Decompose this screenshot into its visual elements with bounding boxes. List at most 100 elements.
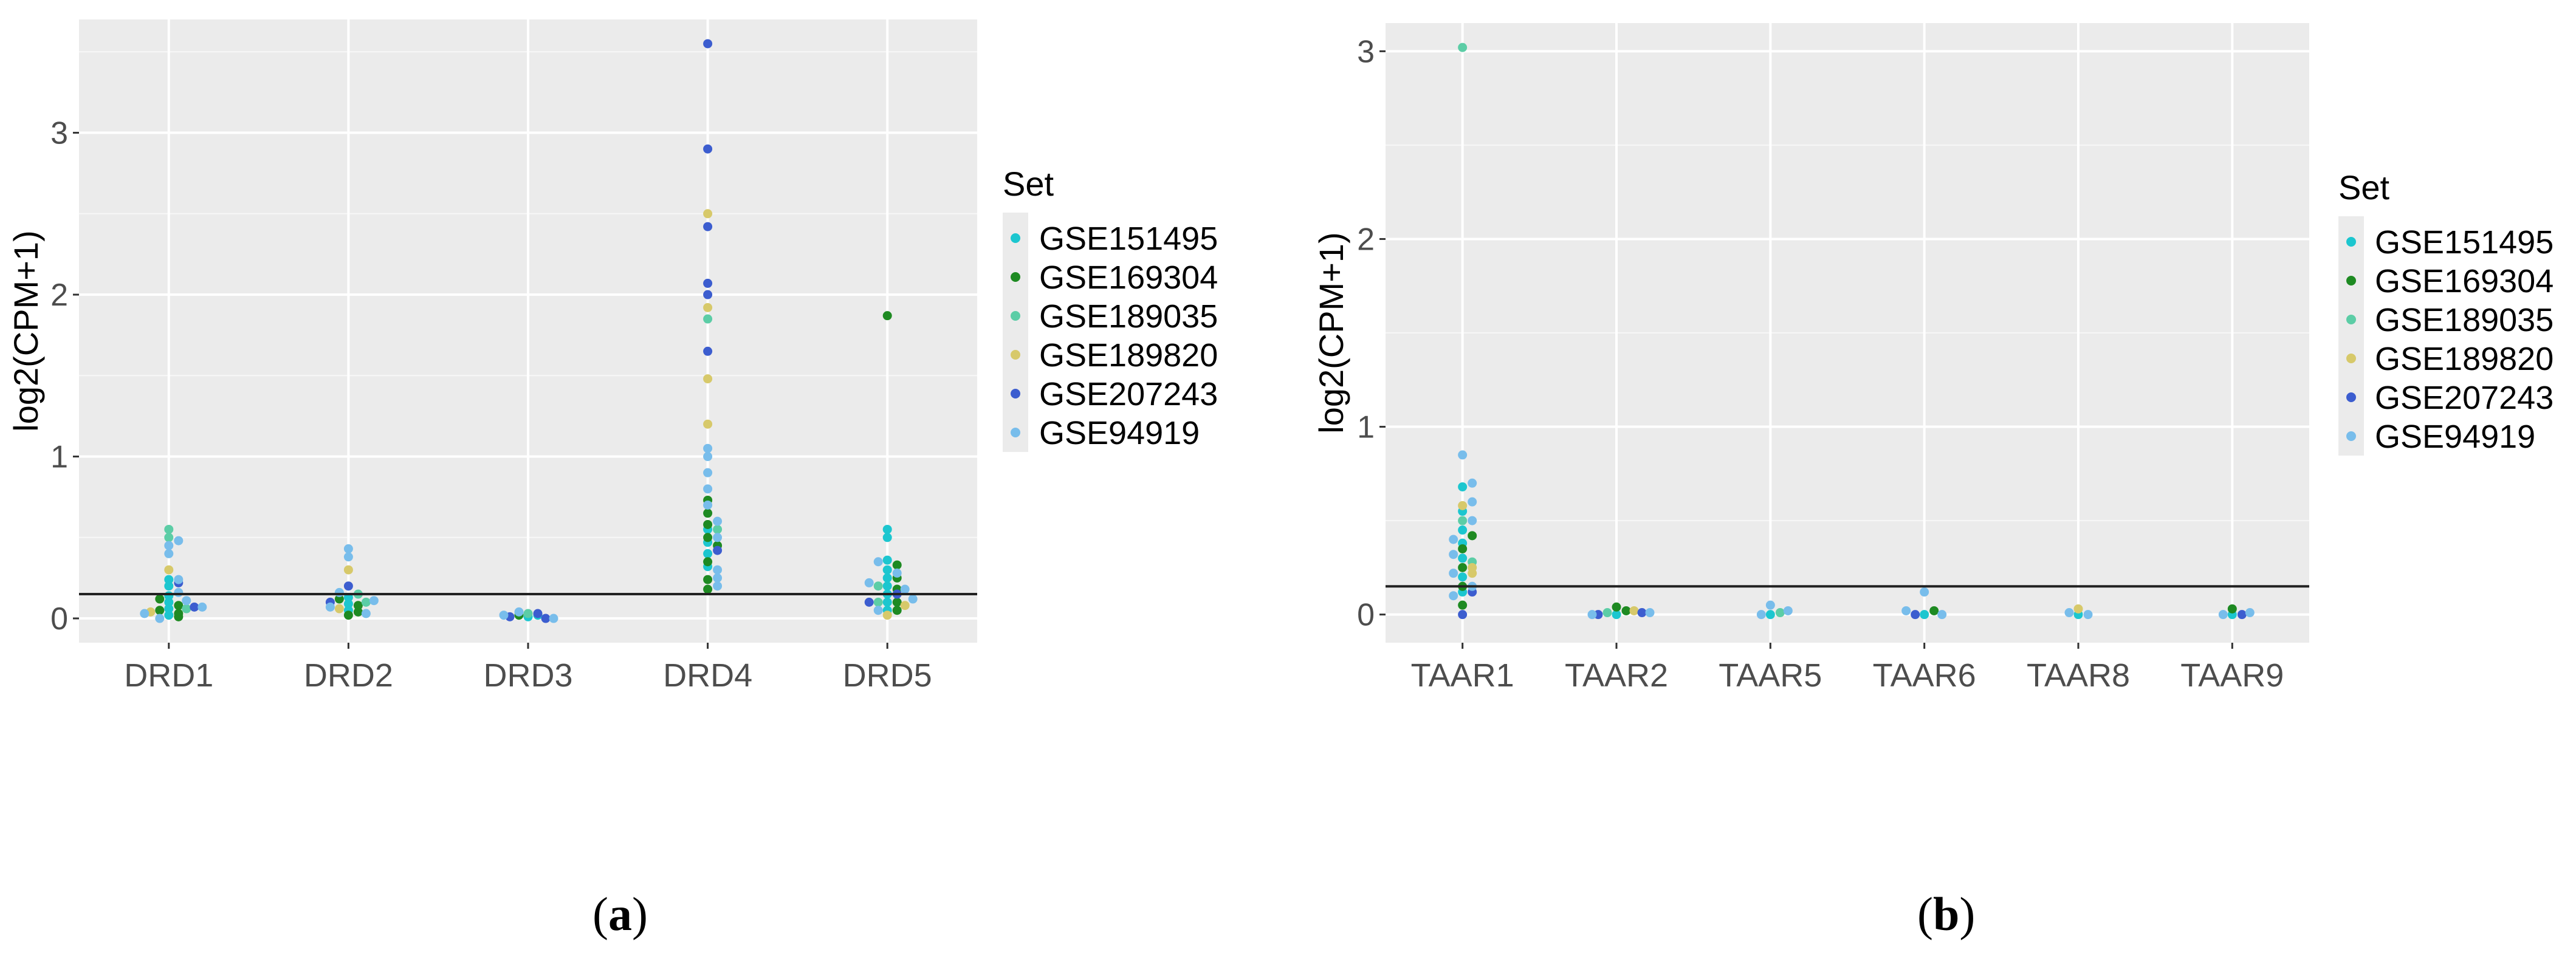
legend-swatch (2346, 354, 2356, 363)
data-point (1449, 550, 1458, 559)
data-point (713, 545, 723, 555)
data-point (703, 374, 713, 384)
legend-swatch (2346, 237, 2356, 247)
data-point (1901, 606, 1911, 615)
data-point (549, 614, 558, 623)
data-point (1468, 478, 1477, 488)
data-point (1458, 610, 1468, 620)
data-point (174, 601, 184, 610)
legend-swatch (1011, 272, 1020, 282)
data-point (703, 419, 713, 429)
legend-title: Set (2338, 168, 2389, 207)
legend-swatch (1011, 233, 1020, 243)
data-point (703, 549, 713, 558)
data-point (343, 610, 353, 620)
data-point (1911, 610, 1920, 620)
y-tick-label: 3 (50, 116, 68, 151)
data-point (703, 346, 713, 356)
legend-entry: GSE169304 (1039, 259, 1218, 296)
x-tick-label: TAAR9 (2180, 657, 2284, 694)
data-point (1468, 516, 1477, 525)
x-tick-label: TAAR2 (1565, 657, 1668, 694)
data-point (703, 290, 713, 299)
data-point (499, 610, 509, 620)
data-point (703, 584, 713, 594)
data-point (713, 573, 723, 583)
data-point (353, 607, 363, 617)
data-point (713, 533, 723, 542)
data-point (164, 524, 174, 534)
data-point (703, 468, 713, 477)
data-point (343, 599, 353, 609)
data-point (1468, 563, 1477, 572)
data-point (1449, 535, 1458, 544)
data-point (533, 609, 543, 618)
data-point (713, 581, 723, 591)
data-point (164, 604, 174, 614)
data-point (703, 314, 713, 324)
data-point (703, 575, 713, 584)
data-point (882, 533, 892, 542)
data-point (873, 557, 883, 567)
data-point (864, 597, 874, 607)
data-point (164, 533, 174, 542)
data-point (1602, 608, 1612, 618)
data-point (1458, 516, 1468, 525)
y-tick-label: 1 (1357, 410, 1375, 445)
data-point (1775, 608, 1785, 618)
legend-swatch (1011, 350, 1020, 360)
data-point (523, 609, 533, 618)
data-point (174, 536, 184, 545)
data-point (1645, 608, 1655, 618)
data-point (1621, 606, 1631, 615)
data-point (900, 584, 910, 594)
data-point (1458, 482, 1468, 491)
data-point (703, 278, 713, 288)
data-point (1458, 450, 1468, 460)
data-point (1458, 553, 1468, 563)
data-point (1587, 610, 1597, 620)
data-point (1449, 569, 1458, 578)
data-point (882, 610, 892, 620)
data-point (1637, 608, 1647, 618)
data-point (343, 565, 353, 575)
legend-entry: GSE189035 (2375, 302, 2554, 338)
legend-entry: GSE207243 (2375, 380, 2554, 416)
data-point (164, 549, 174, 558)
data-point (882, 597, 892, 607)
y-axis-label: log2(CPM+1) (1312, 232, 1350, 433)
data-point (873, 606, 883, 615)
data-point (873, 597, 883, 607)
data-point (882, 581, 892, 591)
data-point (703, 557, 713, 567)
legend-key-background (1003, 213, 1028, 452)
data-point (882, 555, 892, 565)
data-point (541, 614, 551, 623)
data-point (1929, 606, 1939, 615)
data-point (174, 609, 184, 618)
x-tick-label: DRD5 (843, 657, 932, 694)
data-point (1458, 572, 1468, 582)
legend-entry: GSE189035 (1039, 298, 1218, 335)
y-tick-label: 2 (1357, 222, 1375, 257)
y-tick-label: 0 (50, 601, 68, 637)
data-point (882, 573, 892, 583)
x-tick-label: DRD1 (124, 657, 213, 694)
data-point (1449, 591, 1458, 601)
data-point (713, 565, 723, 575)
x-tick-label: DRD4 (663, 657, 752, 694)
y-tick-label: 0 (1357, 598, 1375, 633)
data-point (514, 607, 524, 617)
y-axis-label: log2(CPM+1) (7, 230, 45, 431)
data-point (361, 597, 371, 607)
data-point (164, 575, 174, 584)
legend-entry: GSE169304 (2375, 263, 2554, 299)
data-point (1920, 610, 1929, 620)
data-point (1612, 602, 1621, 612)
data-point (900, 601, 910, 610)
data-point (1458, 600, 1468, 610)
data-point (343, 552, 353, 562)
legend-entry: GSE189820 (2375, 341, 2554, 377)
data-point (334, 604, 344, 614)
